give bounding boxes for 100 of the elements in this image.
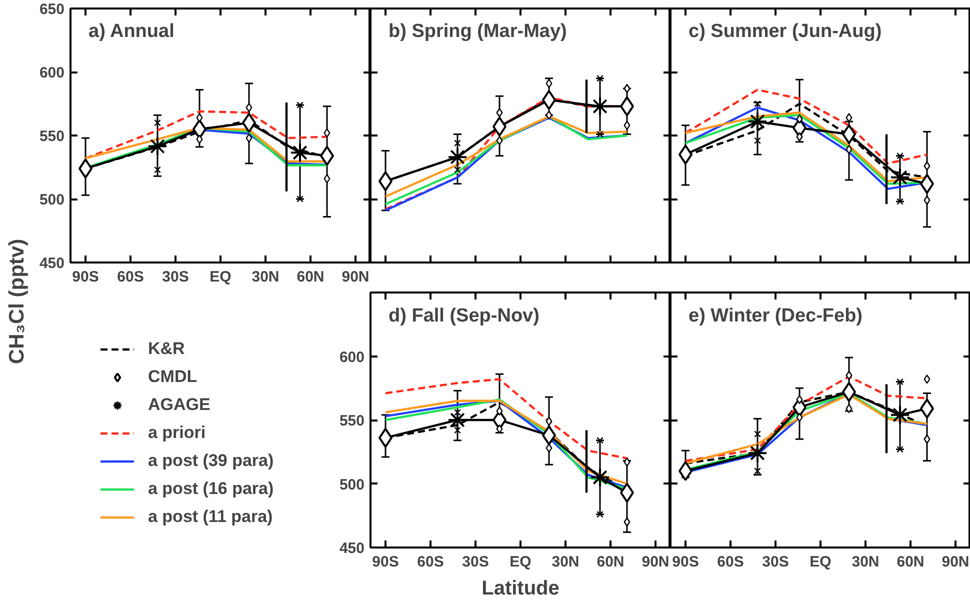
y-axis-title: CH₃Cl (pptv) — [6, 238, 28, 364]
point — [678, 461, 692, 481]
point — [590, 467, 610, 488]
point — [896, 378, 904, 386]
point — [454, 140, 461, 147]
point — [496, 406, 503, 416]
point — [846, 144, 852, 154]
text: b) Spring (Mar-May) — [388, 21, 567, 42]
legend-label: AGAGE — [148, 395, 210, 415]
point — [590, 96, 610, 116]
point — [846, 370, 852, 380]
point — [546, 78, 552, 88]
x-tick-label: 90N — [942, 554, 970, 570]
point — [196, 134, 203, 144]
point — [796, 412, 803, 422]
x-tick-label: 30S — [462, 554, 489, 570]
x-tick-label: 60N — [896, 554, 924, 570]
point — [596, 130, 604, 138]
x-tick-label: 30N — [552, 554, 580, 570]
point — [624, 457, 630, 467]
x-tick-label: 60S — [417, 554, 444, 570]
x-tick-label: 60S — [117, 268, 144, 286]
x-tick-label: 90N — [642, 554, 670, 570]
point — [290, 142, 310, 163]
point — [154, 119, 161, 126]
point — [296, 102, 304, 108]
point — [924, 374, 930, 384]
x-tick-label: 90S — [672, 554, 699, 570]
x-tick-label: 30N — [852, 554, 880, 570]
x-tick-label: EQ — [510, 554, 532, 570]
point — [454, 426, 461, 434]
point — [890, 167, 910, 188]
point — [890, 404, 910, 425]
x-axis-title: Latitude — [482, 578, 560, 600]
x-tick-label: 30S — [162, 268, 189, 286]
point — [748, 443, 768, 464]
point — [324, 128, 330, 138]
point — [546, 110, 552, 120]
y-tick-label: 500 — [39, 192, 65, 208]
y-tick-label: 450 — [39, 255, 65, 272]
point — [624, 84, 630, 94]
legend-label: CMDL — [148, 367, 198, 387]
point — [796, 132, 803, 142]
point — [748, 112, 768, 132]
text: c) Summer (Jun-Aug) — [688, 21, 882, 42]
point — [454, 166, 461, 174]
x-tick-label: 30N — [252, 268, 280, 286]
point — [546, 443, 552, 453]
point — [924, 434, 930, 444]
point — [246, 102, 252, 112]
y-tick-label: 600 — [39, 64, 65, 82]
point — [754, 430, 761, 438]
x-tick-label: 60S — [717, 554, 744, 570]
text: a) Annual — [88, 21, 174, 42]
point — [596, 510, 604, 518]
x-tick-label: EQ — [210, 268, 232, 286]
legend-label: a post (16 para) — [148, 479, 274, 499]
point — [454, 408, 461, 416]
x-tick-label: 60N — [596, 554, 624, 570]
y-tick-label: 500 — [339, 476, 365, 494]
point — [896, 446, 904, 453]
point — [296, 196, 304, 202]
x-tick-label: 90S — [72, 268, 99, 286]
point — [596, 436, 604, 444]
x-tick-label: 30S — [762, 554, 789, 570]
x-tick-label: 90N — [342, 268, 370, 286]
y-tick-label: 650 — [39, 1, 65, 18]
point — [148, 136, 168, 156]
point — [596, 74, 604, 82]
point — [896, 198, 904, 205]
y-tick-label: 600 — [339, 348, 365, 366]
point — [796, 114, 803, 124]
x-tick-label: EQ — [810, 554, 832, 570]
point — [496, 136, 503, 146]
point — [624, 517, 630, 527]
text: d) Fall (Sep-Nov) — [388, 305, 540, 326]
point — [324, 174, 330, 184]
point — [796, 395, 803, 404]
point — [546, 416, 552, 426]
point — [624, 120, 630, 130]
point — [496, 108, 503, 118]
point — [846, 404, 852, 414]
y-tick-label: 550 — [39, 128, 65, 145]
point — [246, 133, 252, 143]
point — [754, 137, 761, 144]
point — [924, 161, 930, 171]
legend-label: a priori — [148, 423, 206, 443]
point — [754, 100, 761, 108]
legend-label: K&R — [148, 339, 185, 359]
y-tick-label: 450 — [339, 540, 365, 557]
point — [154, 166, 161, 174]
point — [448, 147, 468, 168]
legend-label: a post (39 para) — [148, 451, 274, 471]
point — [924, 196, 930, 205]
x-tick-label: 60N — [296, 268, 324, 286]
legend-label: a post (11 para) — [148, 507, 273, 527]
text: e) Winter (Dec-Feb) — [688, 305, 863, 326]
point — [896, 152, 904, 160]
y-tick-label: 550 — [339, 412, 365, 430]
x-tick-label: 90S — [372, 554, 399, 570]
